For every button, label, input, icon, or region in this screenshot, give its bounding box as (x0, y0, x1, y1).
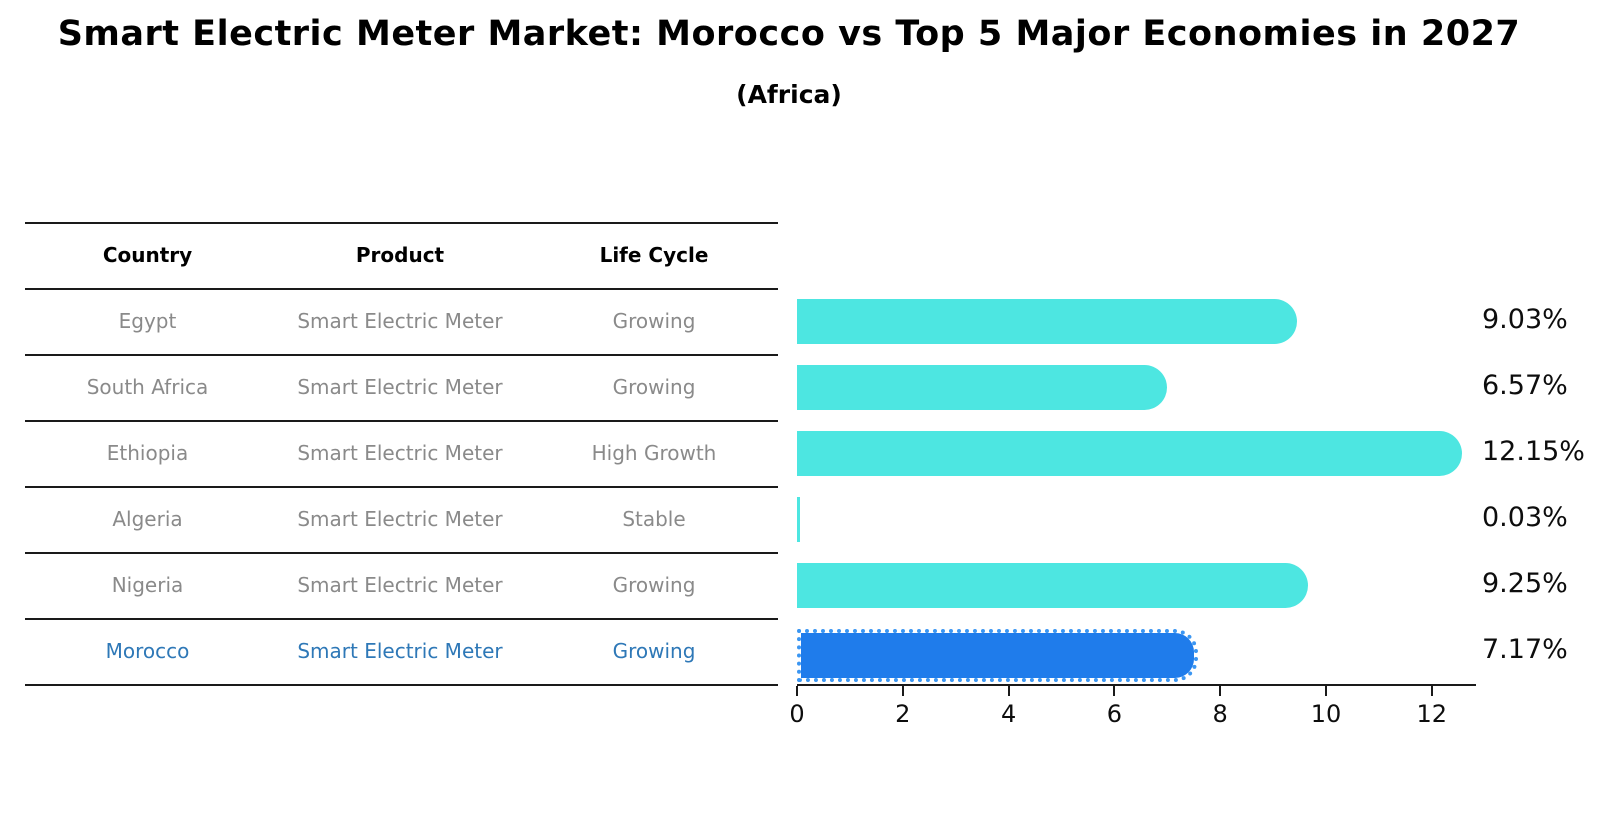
bar-egypt (797, 298, 1297, 344)
column-header-life-cycle: Life Cycle (599, 243, 709, 267)
cell-product: Smart Electric Meter (297, 309, 503, 333)
x-tick-mark (1113, 686, 1116, 696)
table-separator-line (25, 486, 778, 488)
chart-subtitle: (Africa) (736, 80, 842, 109)
value-label-ethiopia: 12.15% (1482, 436, 1585, 467)
table-row-nigeria: Nigeria Smart Electric Meter Growing (25, 552, 778, 618)
cell-country: Morocco (105, 639, 190, 663)
cell-life-cycle: Growing (612, 573, 696, 597)
table-separator-line (25, 354, 778, 356)
x-tick-label: 4 (1000, 700, 1017, 728)
table-row-egypt: Egypt Smart Electric Meter Growing (25, 288, 778, 354)
cell-life-cycle: High Growth (591, 441, 717, 465)
x-tick-label: 12 (1416, 700, 1448, 728)
table-row-algeria: Algeria Smart Electric Meter Stable (25, 486, 778, 552)
bar-ethiopia (797, 430, 1462, 476)
x-tick-mark (796, 686, 798, 696)
cell-life-cycle: Growing (612, 309, 696, 333)
table-header-row: Country Product Life Cycle (25, 222, 778, 288)
value-label-egypt: 9.03% (1482, 304, 1568, 335)
value-label-morocco: 7.17% (1482, 634, 1568, 665)
bar-nigeria (797, 562, 1308, 608)
table-separator-line (25, 684, 778, 686)
column-header-country: Country (102, 243, 193, 267)
table-separator-line (25, 420, 778, 422)
table-separator-line (25, 288, 778, 290)
cell-country: Nigeria (111, 573, 184, 597)
cell-country: Algeria (112, 507, 183, 531)
value-label-south-africa: 6.57% (1482, 370, 1568, 401)
table-row-ethiopia: Ethiopia Smart Electric Meter High Growth (25, 420, 778, 486)
x-tick-label: 0 (789, 700, 805, 728)
cell-product: Smart Electric Meter (297, 375, 503, 399)
column-header-product: Product (355, 243, 445, 267)
cell-product: Smart Electric Meter (297, 573, 503, 597)
x-tick-label: 10 (1310, 700, 1342, 728)
x-tick-label: 2 (895, 700, 911, 728)
table-separator-line (25, 552, 778, 554)
chart-title: Smart Electric Meter Market: Morocco vs … (57, 14, 1521, 54)
cell-product: Smart Electric Meter (297, 639, 503, 663)
x-tick-label: 6 (1106, 700, 1123, 728)
bar-algeria (797, 496, 800, 542)
x-axis-line (797, 684, 1476, 686)
x-tick-label: 8 (1212, 700, 1228, 728)
x-tick-mark (1430, 686, 1433, 696)
cell-life-cycle: Growing (612, 375, 696, 399)
table-separator-line (25, 618, 778, 620)
cell-life-cycle: Growing (612, 639, 696, 663)
bar-south-africa (797, 364, 1167, 410)
x-tick-mark (1219, 686, 1222, 696)
cell-life-cycle: Stable (622, 507, 686, 531)
cell-country: Egypt (118, 309, 177, 333)
x-tick-mark (901, 686, 904, 696)
table-row-morocco: Morocco Smart Electric Meter Growing (25, 618, 778, 684)
table-row-south-africa: South Africa Smart Electric Meter Growing (25, 354, 778, 420)
value-label-nigeria: 9.25% (1482, 568, 1568, 599)
cell-country: Ethiopia (106, 441, 189, 465)
x-tick-mark (1007, 686, 1010, 696)
value-label-algeria: 0.03% (1482, 502, 1568, 533)
x-tick-mark (1325, 686, 1327, 696)
table-separator-line (25, 222, 778, 224)
cell-country: South Africa (86, 375, 209, 399)
cell-product: Smart Electric Meter (297, 441, 503, 465)
cell-product: Smart Electric Meter (297, 507, 503, 531)
bar-morocco (797, 628, 1198, 682)
